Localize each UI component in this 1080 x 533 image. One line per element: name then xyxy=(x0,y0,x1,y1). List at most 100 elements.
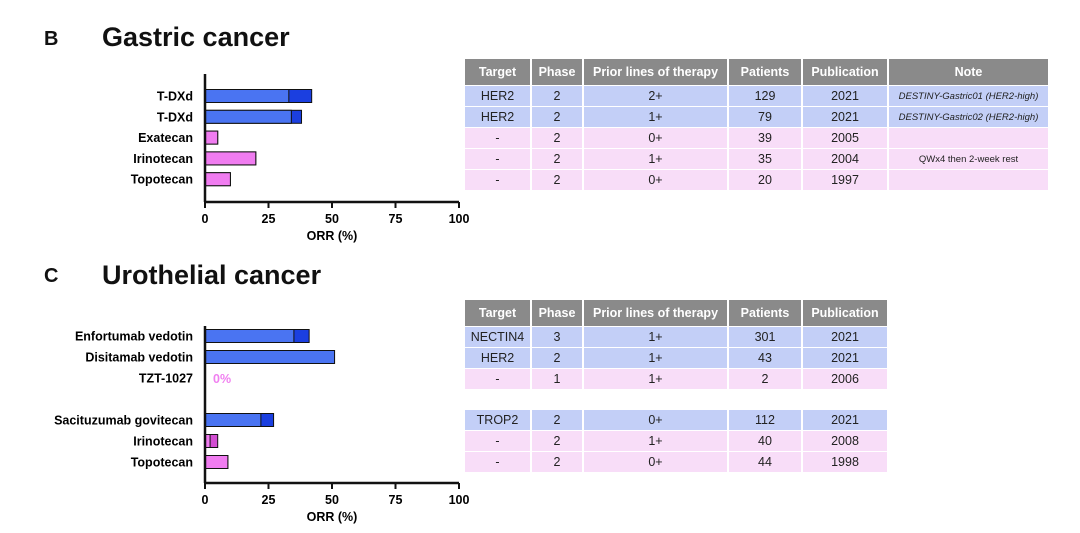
column-header: Publication xyxy=(803,59,887,85)
category-label: Disitamab vedotin xyxy=(85,351,193,365)
table-cell: - xyxy=(465,149,530,169)
x-tick-label: 0 xyxy=(202,493,209,507)
table-cell: 2021 xyxy=(803,107,887,127)
zero-annotation: 0% xyxy=(213,372,231,386)
column-header: Prior lines of therapy xyxy=(584,59,727,85)
category-label: Enfortumab vedotin xyxy=(75,330,193,344)
table-row: -1 1+ 2 2006 xyxy=(465,369,887,389)
table-cell: 112 xyxy=(729,410,801,430)
bar-lower xyxy=(204,130,219,145)
table-cell: - xyxy=(465,431,530,451)
column-header: Phase xyxy=(532,300,582,326)
x-tick-label: 100 xyxy=(449,212,470,226)
table-cell: 2 xyxy=(532,149,582,169)
bar-lower xyxy=(204,172,231,187)
table-cell: 2006 xyxy=(803,369,887,389)
table-cell: TROP2 xyxy=(465,410,530,430)
table-cell: 0+ xyxy=(584,410,727,430)
column-header: Patients xyxy=(729,59,801,85)
table-cell: 2 xyxy=(532,86,582,106)
x-tick-label: 100 xyxy=(449,493,470,507)
column-header: Note xyxy=(889,59,1048,85)
table-cell: 1+ xyxy=(584,107,727,127)
table-cell: DESTINY-Gastric01 (HER2-high) xyxy=(889,86,1048,106)
table-cell: 0+ xyxy=(584,170,727,190)
table-cell: DESTINY-Gastric02 (HER2-high) xyxy=(889,107,1048,127)
category-label: Exatecan xyxy=(138,131,193,145)
table-cell: 0+ xyxy=(584,452,727,472)
table-cell: 1+ xyxy=(584,431,727,451)
bar-lower xyxy=(204,151,257,166)
table-cell: QWx4 then 2-week rest xyxy=(889,149,1048,169)
table-cell: 2021 xyxy=(803,327,887,347)
category-label: Irinotecan xyxy=(133,435,193,449)
panel-letter: C xyxy=(44,265,59,287)
table-cell xyxy=(532,390,582,409)
table-cell: 1+ xyxy=(584,149,727,169)
table-cell: 2 xyxy=(532,431,582,451)
table-cell: 79 xyxy=(729,107,801,127)
x-tick-label: 50 xyxy=(325,212,339,226)
table-cell: 2+ xyxy=(584,86,727,106)
x-tick-label: 25 xyxy=(262,493,276,507)
x-tick-label: 25 xyxy=(262,212,276,226)
table-cell: HER2 xyxy=(465,348,530,368)
table-cell: 39 xyxy=(729,128,801,148)
table-cell xyxy=(889,128,1048,148)
bar-lower xyxy=(204,455,229,469)
bar-lower xyxy=(204,89,290,103)
x-tick-label: 0 xyxy=(202,212,209,226)
x-tick-label: 50 xyxy=(325,493,339,507)
table-cell: 1+ xyxy=(584,348,727,368)
table-cell: 2021 xyxy=(803,410,887,430)
table-row: HER2 2 2+ 129 2021 DESTINY-Gastric01 (HER2-hi… xyxy=(465,86,1048,106)
column-header: Target xyxy=(465,59,530,85)
bar-lower xyxy=(204,350,336,364)
table-cell: - xyxy=(465,128,530,148)
table-cell: 44 xyxy=(729,452,801,472)
table-cell: 20 xyxy=(729,170,801,190)
table-row: NECTIN4 3 1+ 301 2021 xyxy=(465,327,887,347)
column-header: Prior lines of therapy xyxy=(584,300,727,326)
table-row: -2 0+ 39 2005 xyxy=(465,128,1048,148)
table-cell xyxy=(729,390,801,409)
table-cell: 1+ xyxy=(584,369,727,389)
table-cell: 301 xyxy=(729,327,801,347)
table-cell: 2021 xyxy=(803,86,887,106)
table-row: HER2 2 1+ 79 2021 DESTINY-Gastric02 (HER2-hig… xyxy=(465,107,1048,127)
category-label: Topotecan xyxy=(131,173,193,187)
x-tick-label: 75 xyxy=(389,493,403,507)
table-cell: 2021 xyxy=(803,348,887,368)
category-label: Sacituzumab govitecan xyxy=(54,414,193,428)
table-cell: 3 xyxy=(532,327,582,347)
x-axis-title: ORR (%) xyxy=(307,510,358,524)
category-label: T-DXd xyxy=(157,110,193,124)
table-spacer-row xyxy=(465,390,887,409)
table-cell: 2 xyxy=(532,410,582,430)
table-cell: 2008 xyxy=(803,431,887,451)
table-cell: 2 xyxy=(729,369,801,389)
table-header-row: Target Phase Prior lines of therapy Patient… xyxy=(465,300,887,326)
bar-lower xyxy=(204,109,292,124)
table-row: TROP2 2 0+ 112 2021 xyxy=(465,410,887,430)
table-row: -2 0+ 20 1997 xyxy=(465,170,1048,190)
table-cell xyxy=(465,390,530,409)
table-cell: 1998 xyxy=(803,452,887,472)
panel-letter: B xyxy=(44,28,59,50)
x-axis-title: ORR (%) xyxy=(307,229,358,243)
table-cell: 2004 xyxy=(803,149,887,169)
table-cell: HER2 xyxy=(465,107,530,127)
table-cell xyxy=(584,390,727,409)
table-cell: 40 xyxy=(729,431,801,451)
column-header: Patients xyxy=(729,300,801,326)
table-cell: 1 xyxy=(532,369,582,389)
category-label: TZT-1027 xyxy=(139,372,193,386)
category-label: Irinotecan xyxy=(133,152,193,166)
table-header-row: Target Phase Prior lines of therapy Patient… xyxy=(465,59,1048,85)
table-cell: 0+ xyxy=(584,128,727,148)
table-cell: 2 xyxy=(532,107,582,127)
category-label: T-DXd xyxy=(157,90,193,104)
table-cell xyxy=(803,390,887,409)
table-cell: 1+ xyxy=(584,327,727,347)
table-row: -2 1+ 40 2008 xyxy=(465,431,887,451)
